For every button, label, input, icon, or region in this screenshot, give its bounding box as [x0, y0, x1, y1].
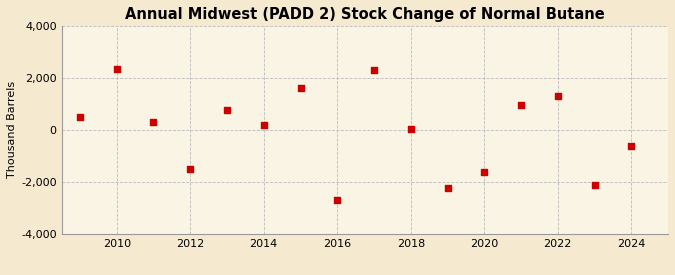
Y-axis label: Thousand Barrels: Thousand Barrels [7, 81, 17, 178]
Point [221, 108, 232, 112]
Point [332, 198, 343, 202]
Point [295, 86, 306, 90]
Point [369, 68, 379, 72]
Point [552, 94, 563, 98]
Point [111, 67, 122, 71]
Point [442, 186, 453, 191]
Point [516, 103, 526, 108]
Point [406, 127, 416, 131]
Point [148, 120, 159, 124]
Point [626, 143, 637, 148]
Point [74, 115, 85, 119]
Point [259, 123, 269, 127]
Point [589, 182, 600, 187]
Point [479, 169, 489, 174]
Point [185, 167, 196, 171]
Title: Annual Midwest (PADD 2) Stock Change of Normal Butane: Annual Midwest (PADD 2) Stock Change of … [125, 7, 605, 22]
